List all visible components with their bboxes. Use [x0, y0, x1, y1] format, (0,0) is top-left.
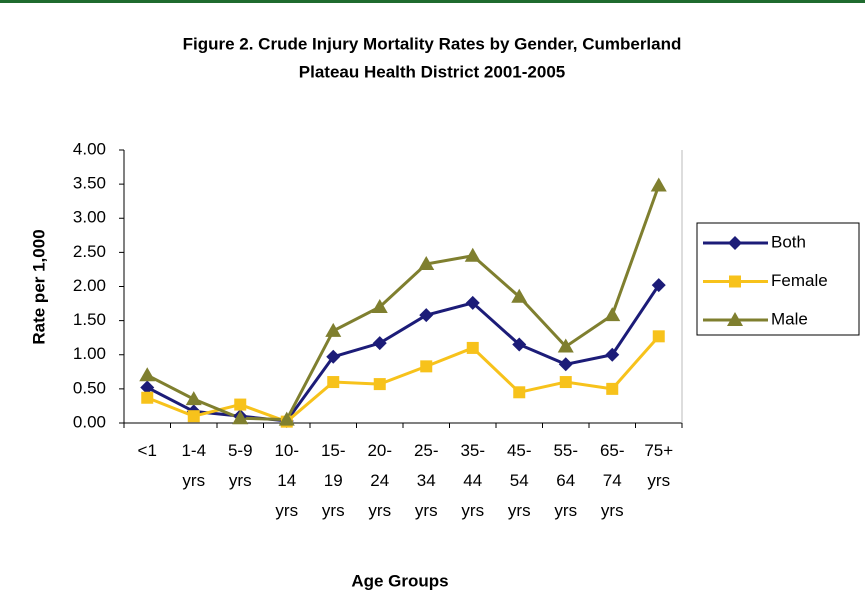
marker	[650, 177, 667, 192]
marker	[372, 336, 387, 351]
marker	[140, 380, 155, 395]
x-tick-label: 45-54 yrs	[507, 441, 532, 520]
marker	[325, 322, 342, 337]
y-tick-label: 1.50	[73, 310, 106, 329]
marker	[185, 391, 202, 406]
top-rule	[0, 0, 865, 3]
marker	[139, 367, 156, 382]
x-tick-label: 15-19 yrs	[321, 441, 346, 520]
marker	[234, 398, 247, 411]
x-tick-label: 65-74 yrs	[600, 441, 625, 520]
marker	[513, 386, 526, 399]
marker	[727, 312, 743, 326]
x-tick-label: 75+ yrs	[644, 441, 673, 490]
marker	[512, 337, 527, 352]
legend-label: Both	[771, 232, 806, 251]
y-tick-label: 3.50	[73, 174, 106, 193]
y-tick-label: 2.50	[73, 242, 106, 261]
marker	[187, 410, 200, 423]
marker	[418, 255, 435, 270]
marker	[651, 278, 666, 293]
marker	[511, 288, 528, 303]
x-axis-title: Age Groups	[351, 571, 448, 590]
chart-title: Plateau Health District 2001-2005	[299, 62, 565, 81]
x-tick-label: 25-34 yrs	[414, 441, 439, 520]
marker	[278, 411, 295, 426]
x-tick-label: 35-44 yrs	[460, 441, 485, 520]
marker	[466, 341, 479, 354]
x-tick-label: 5-9 yrs	[228, 441, 253, 490]
y-tick-label: 0.50	[73, 378, 106, 397]
y-tick-label: 3.00	[73, 208, 106, 227]
marker	[559, 376, 572, 389]
x-tick-label: 55-64 yrs	[553, 441, 578, 520]
marker	[604, 307, 621, 322]
marker	[605, 347, 620, 362]
marker	[419, 308, 434, 323]
y-tick-label: 0.00	[73, 412, 106, 431]
chart-title: Figure 2. Crude Injury Mortality Rates b…	[183, 34, 682, 53]
y-axis-title: Rate per 1,000	[29, 229, 48, 344]
marker	[606, 382, 619, 395]
marker	[373, 378, 386, 391]
legend-label: Female	[771, 271, 828, 290]
marker	[326, 349, 341, 364]
marker	[558, 357, 573, 372]
series-line	[146, 284, 660, 423]
marker	[728, 236, 742, 250]
x-tick-label: <1	[138, 441, 157, 460]
series-line	[146, 184, 661, 422]
marker	[557, 338, 574, 353]
y-tick-label: 2.00	[73, 276, 106, 295]
marker	[464, 247, 481, 262]
y-tick-label: 1.00	[73, 344, 106, 363]
marker	[420, 360, 433, 373]
x-tick-label: 1-4 yrs	[181, 441, 206, 490]
marker	[232, 410, 249, 425]
series-line	[146, 335, 660, 424]
x-tick-label: 10-14 yrs	[274, 441, 299, 520]
legend-label: Male	[771, 309, 808, 328]
marker	[729, 275, 741, 288]
marker	[371, 298, 388, 313]
marker	[465, 295, 480, 310]
x-tick-label: 20-24 yrs	[367, 441, 392, 520]
marker	[652, 330, 665, 343]
marker	[141, 391, 154, 404]
y-tick-label: 4.00	[73, 139, 106, 158]
marker	[327, 376, 340, 389]
